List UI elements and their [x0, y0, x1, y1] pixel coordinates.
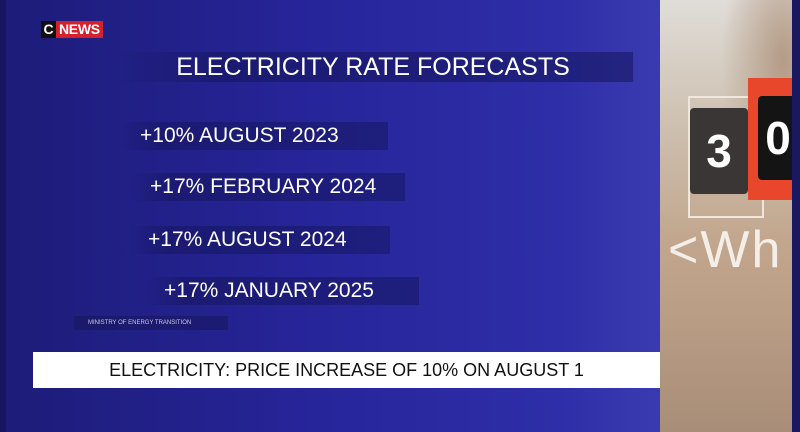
right-edge-bar: [792, 0, 800, 432]
meter-digit: 0: [758, 96, 792, 180]
forecast-row: +17% JANUARY 2025: [144, 277, 419, 305]
meter-unit: <Wh: [668, 221, 783, 279]
headline-banner: ELECTRICITY: PRICE INCREASE OF 10% ON AU…: [33, 352, 660, 388]
left-edge-bar: [0, 0, 6, 432]
logo-news: NEWS: [56, 21, 103, 38]
graphic-title: ELECTRICITY RATE FORECASTS: [113, 52, 633, 82]
logo-c: C: [41, 21, 56, 38]
cnews-logo: C NEWS: [41, 21, 103, 38]
source-credit: MINISTRY OF ENERGY TRANSITION: [74, 316, 228, 330]
meter-photo: 3 0 <Wh: [660, 0, 792, 432]
forecast-row: +17% AUGUST 2024: [128, 226, 390, 254]
forecast-row: +17% FEBRUARY 2024: [130, 173, 405, 201]
forecast-row: +10% AUGUST 2023: [120, 122, 388, 150]
meter-digit: 3: [690, 108, 748, 194]
